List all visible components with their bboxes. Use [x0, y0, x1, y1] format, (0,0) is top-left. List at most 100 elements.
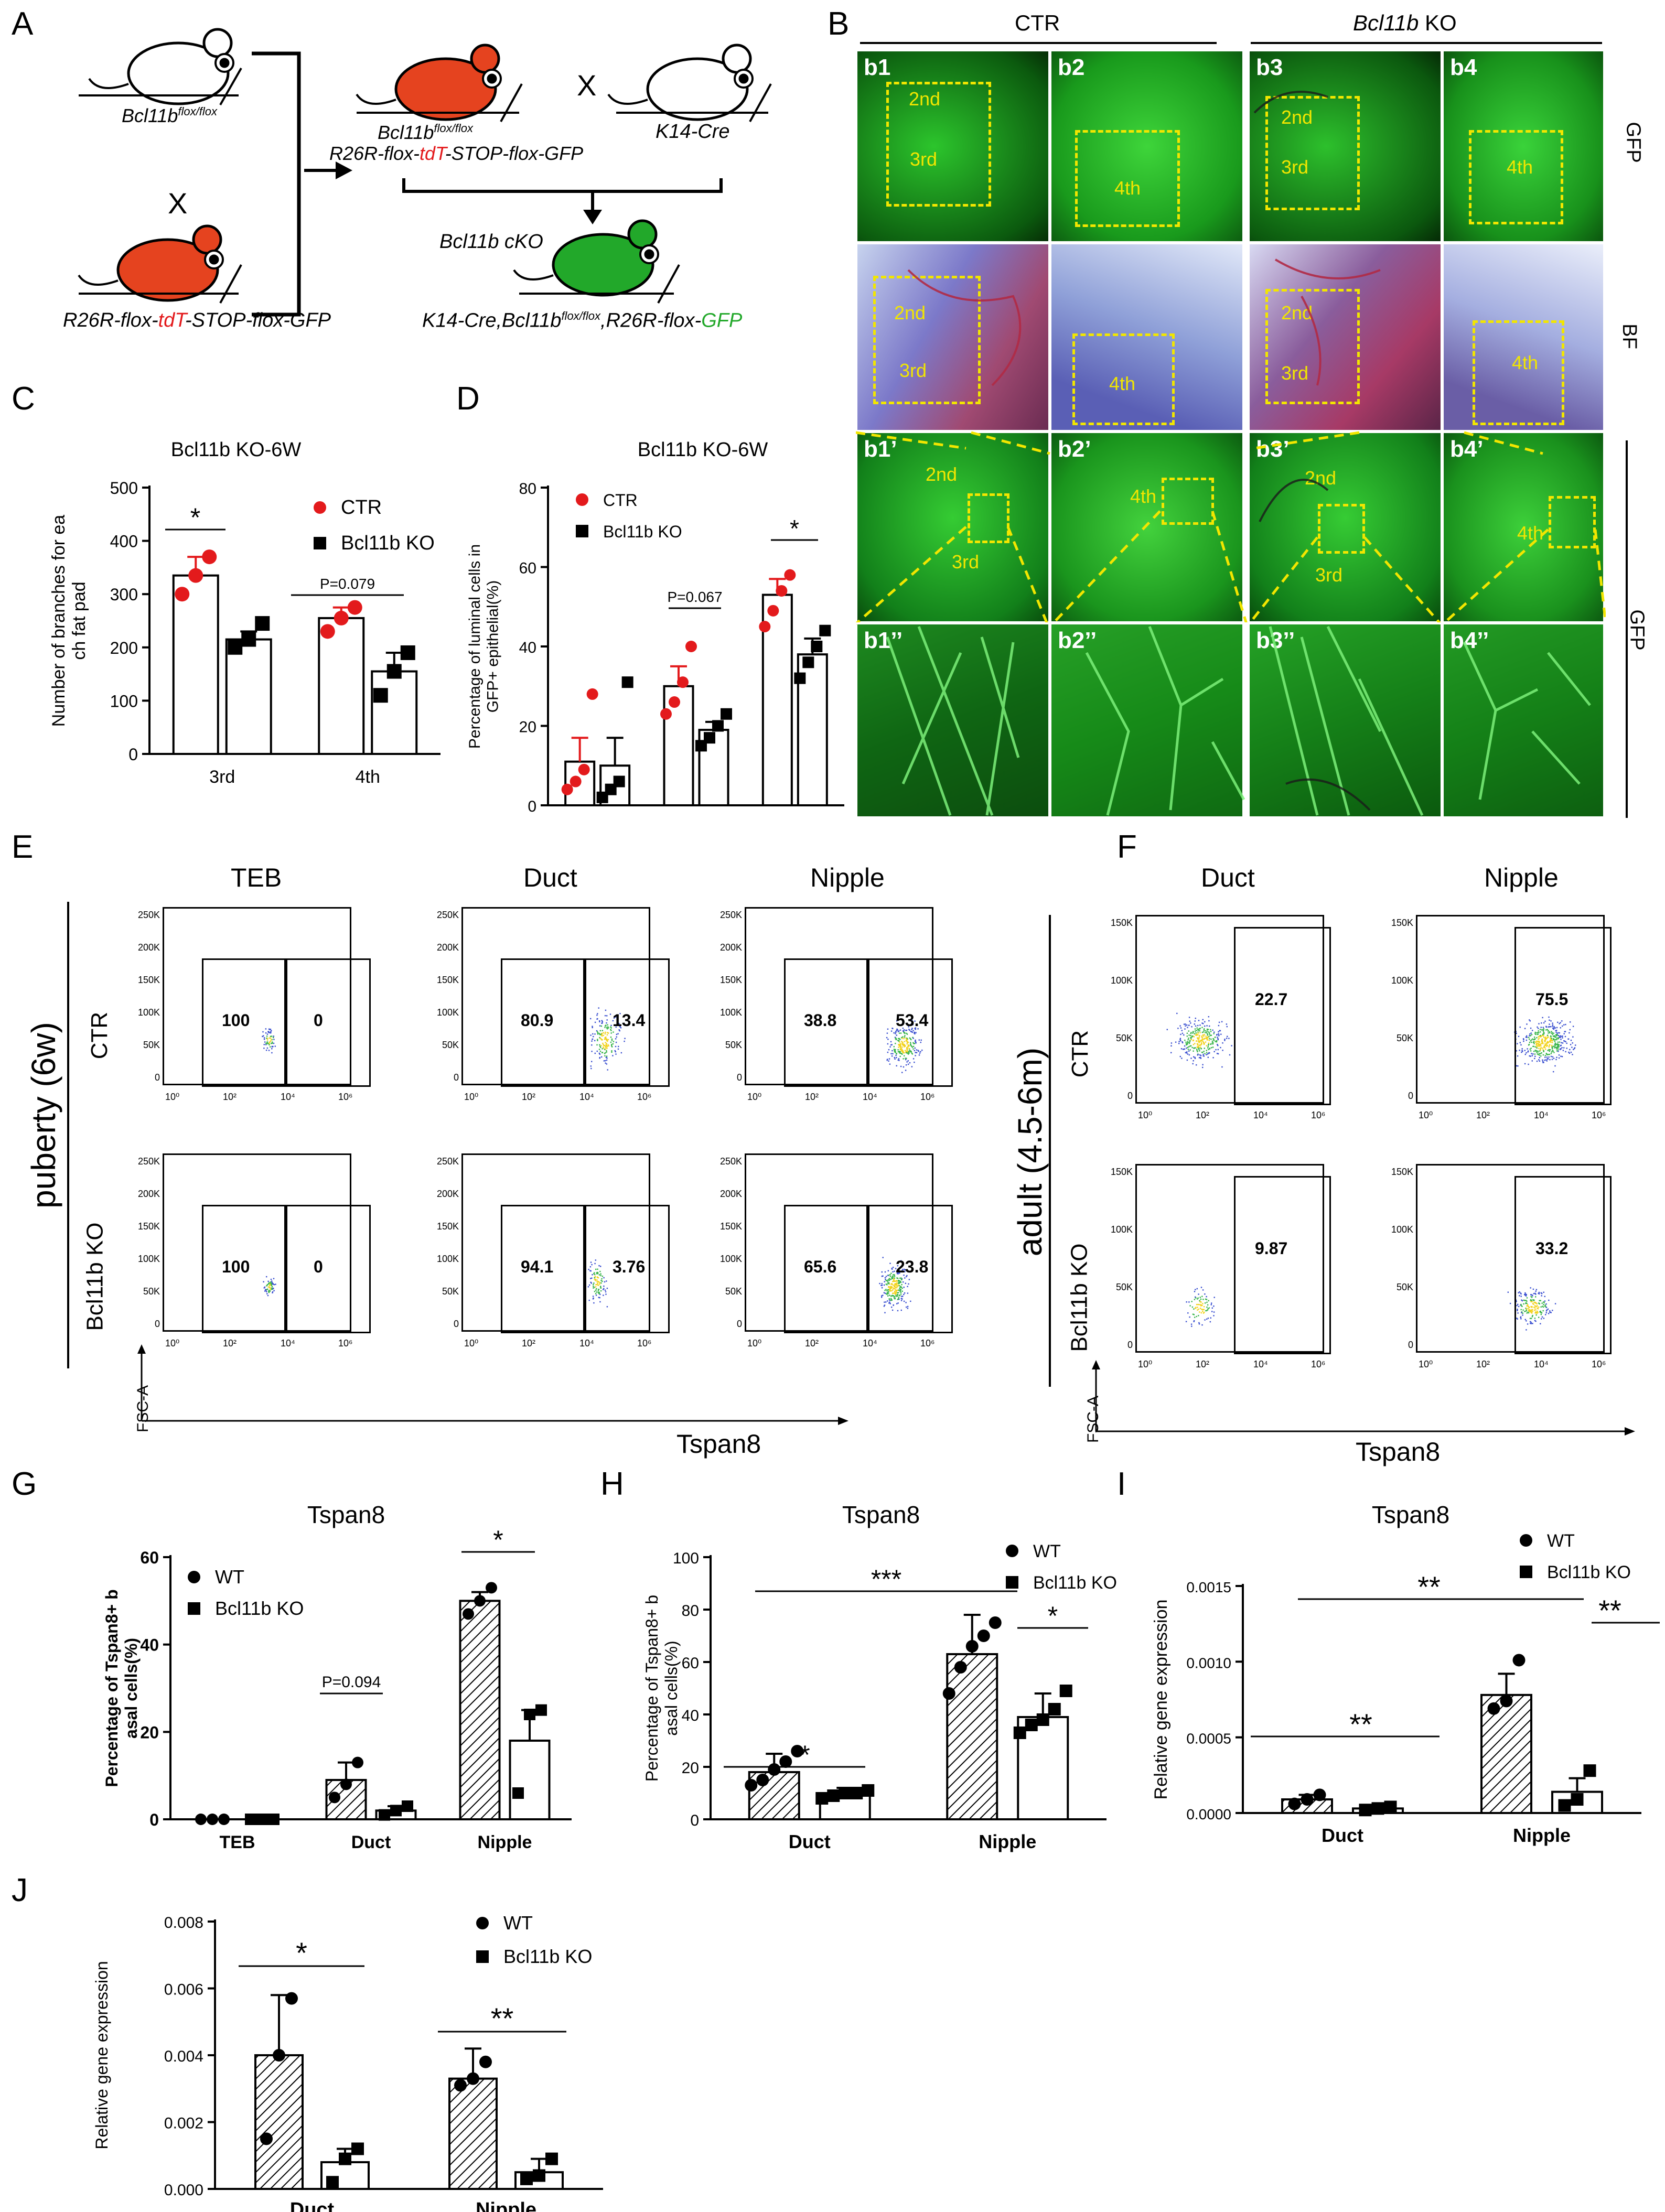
cross-x-1: X [168, 187, 188, 220]
flow-gate [1514, 1176, 1612, 1354]
legend-label: Bcl11b KO [215, 1598, 304, 1619]
flow-y-tick: 0 [1408, 1091, 1413, 1101]
flow-y-tick: 100K [719, 1007, 742, 1018]
chart-title: Bcl11b KO-6W [638, 439, 768, 461]
flow-y-tick: 50K [1396, 1033, 1413, 1043]
flow-gate [784, 958, 868, 1087]
data-point [965, 1640, 979, 1653]
data-point [850, 1787, 863, 1799]
data-point [402, 1800, 413, 1812]
data-point [352, 1756, 363, 1768]
flow-y-tick: 250K [436, 910, 459, 920]
mouse4-label: K14-Cre [656, 121, 730, 143]
data-point [704, 732, 715, 744]
significance-label: P=0.094 [322, 1674, 381, 1691]
y-tick-label: 0.0000 [1186, 1806, 1231, 1822]
flow-y-tick: 150K [436, 1221, 459, 1232]
y-tick-label: 0.004 [164, 2048, 203, 2065]
data-point [512, 1787, 524, 1799]
data-point [329, 1792, 340, 1804]
flow-y-tick: 0 [154, 1072, 160, 1083]
flow-y-tick: 150K [436, 975, 459, 985]
chart-h: Tspan8 0 20 40 60 80 100 Percentage of Tspan8+ … [642, 1501, 1117, 1852]
data-point [320, 624, 335, 639]
y-tick-label: 0.002 [164, 2115, 203, 2132]
data-point [721, 708, 732, 720]
e-col-duct: Duct [523, 863, 577, 892]
flow-y-tick: 50K [1115, 1282, 1133, 1292]
flow-x-tick: 10² [223, 1092, 237, 1102]
flow-events [886, 1019, 923, 1073]
data-point [827, 1789, 840, 1802]
data-point [386, 664, 402, 679]
flow-x-tick: 10⁴ [281, 1338, 295, 1348]
flow-y-tick: 100K [1110, 1224, 1133, 1235]
flow-x-tick: 10² [805, 1092, 819, 1102]
flow-plot: 38.8 53.4 [745, 907, 953, 1087]
flow-y-tick: 0 [453, 1319, 459, 1329]
flow-gate-value: 94.1 [521, 1257, 554, 1276]
flow-y-tick: 200K [719, 1189, 742, 1199]
flow-gate-value: 100 [222, 1257, 250, 1276]
flow-x-tick: 10⁶ [338, 1092, 353, 1102]
bar [225, 638, 272, 755]
flow-plot: 33.2 [1416, 1164, 1612, 1354]
y-tick-label: 0.000 [164, 2182, 203, 2199]
legend-marker [314, 501, 326, 514]
legend-label: Bcl11b KO [341, 532, 435, 554]
cross-x-2: X [577, 69, 597, 102]
data-point [533, 2169, 545, 2182]
legend-marker [188, 1602, 200, 1615]
flow-x-tick: 10² [223, 1338, 237, 1348]
flow-y-tick: 150K [719, 1221, 742, 1232]
data-point [669, 696, 680, 708]
significance-label: ** [1598, 1594, 1621, 1627]
chart-c: Bcl11b KO-6W 0 100 200 300 400 500 Number of br… [49, 439, 441, 787]
tile-b4: b4 4th [1442, 50, 1605, 243]
chart-j: Bcl11b 0.000 0.002 0.004 0.006 0.008 Relative … [92, 1887, 603, 2212]
f-col-duct: Duct [1201, 863, 1255, 892]
data-point [570, 775, 582, 787]
flow-events [1166, 1012, 1232, 1069]
flow-x-tick: 10² [805, 1338, 819, 1348]
data-point [811, 641, 823, 652]
f-group-label: adult (4.5-6m) [1011, 1047, 1049, 1257]
y-tick-label: 0.0010 [1186, 1655, 1231, 1671]
bar [946, 1653, 998, 1820]
flow-x-tick: 10⁶ [1592, 1110, 1606, 1120]
flow-events [1507, 1287, 1556, 1331]
data-point [339, 2152, 351, 2165]
data-point [202, 549, 217, 565]
data-point [188, 568, 203, 583]
data-point [767, 605, 779, 617]
category-label: 4th [356, 767, 380, 787]
y-tick-label: 100 [673, 1550, 699, 1567]
flow-events [587, 1259, 608, 1308]
category-label: Nipple [1513, 1825, 1571, 1846]
y-tick-label: 0 [528, 798, 536, 813]
flow-y-tick: 50K [442, 1040, 459, 1050]
f-group-bar [1049, 915, 1051, 1387]
f-row-ctr: CTR [1067, 1030, 1093, 1078]
data-point [256, 1814, 268, 1825]
flow-gate-value: 0 [314, 1011, 323, 1030]
tile-b1p: b1’ 2nd 3rd [856, 431, 1050, 623]
data-point [561, 783, 573, 795]
b-ctr-line [860, 42, 1217, 44]
flow-gate [868, 1205, 953, 1333]
flow-x-tick: 10² [1196, 1110, 1210, 1120]
e-col-teb: TEB [231, 863, 282, 892]
flow-gate [868, 958, 953, 1087]
mouse2-label: R26R-flox-tdT-STOP-flox-GFP [63, 309, 331, 331]
mouse1-label: Bcl11bflox/flox [122, 105, 217, 126]
flow-gate-value: 23.8 [896, 1257, 929, 1276]
data-point [175, 587, 190, 602]
mouse-white-1 [89, 29, 233, 104]
data-point [756, 1774, 769, 1786]
flow-x-tick: 10² [522, 1092, 536, 1102]
data-point [776, 585, 788, 597]
flow-y-tick: 250K [436, 1156, 459, 1167]
y-tick-label: 40 [140, 1636, 159, 1655]
flow-plot: 94.1 3.76 [461, 1153, 670, 1333]
flow-plot: 75.5 [1416, 915, 1612, 1105]
